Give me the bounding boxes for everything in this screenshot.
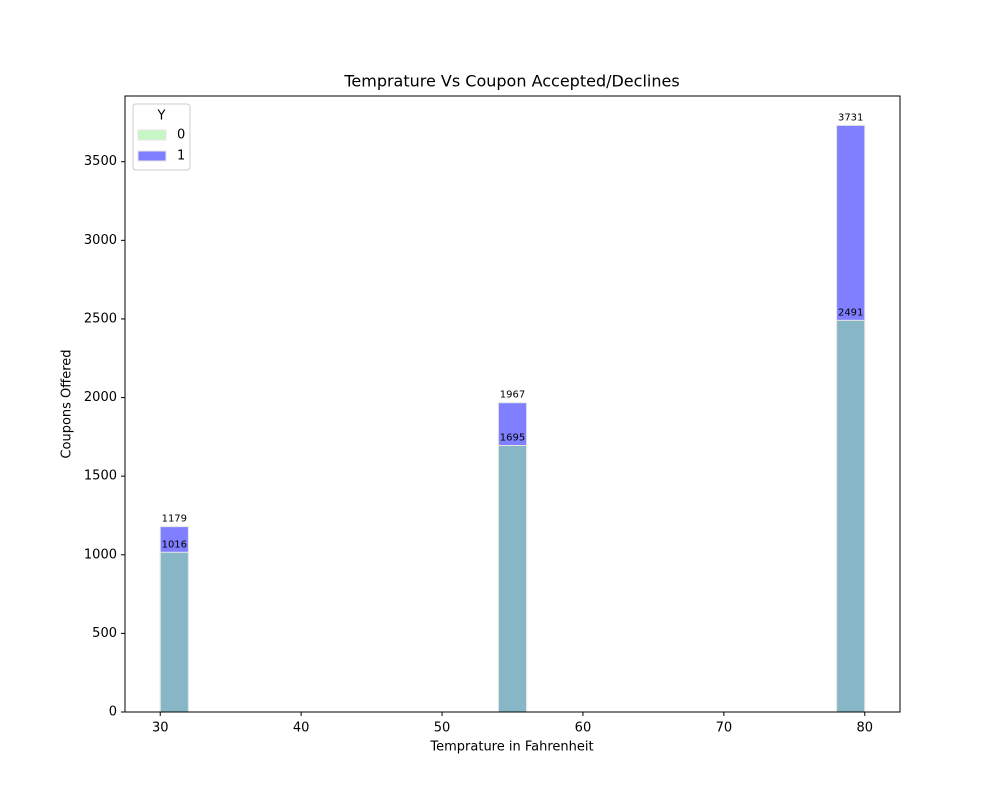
value-label: 1179: [162, 514, 187, 525]
y-tick-label: 3000: [84, 233, 117, 248]
legend-swatch: [137, 129, 167, 141]
y-tick-label: 1500: [84, 469, 117, 484]
legend-swatch: [137, 150, 167, 162]
histogram-bar: [497, 445, 528, 713]
x-tick-label: 30: [152, 721, 169, 736]
x-axis-label: Temprature in Fahrenheit: [429, 740, 593, 755]
x-tick-label: 40: [293, 721, 310, 736]
y-tick-label: 2000: [84, 390, 117, 405]
histogram-bar: [159, 551, 189, 713]
legend: Y0 1: [132, 103, 191, 171]
value-label: 2491: [838, 307, 863, 318]
y-tick-label: 2500: [84, 311, 117, 326]
x-tick-label: 50: [434, 721, 451, 736]
histogram-bar: [836, 319, 866, 713]
y-tick-label: 3500: [84, 154, 117, 169]
x-tick-label: 70: [716, 721, 733, 736]
y-axis-label: Coupons Offered: [60, 349, 75, 458]
legend-title: Y: [157, 109, 166, 124]
value-label: 1967: [500, 390, 525, 401]
y-tick-label: 500: [92, 626, 117, 641]
y-tick-label: 0: [109, 705, 117, 720]
y-tick-label: 1000: [84, 547, 117, 562]
value-label: 1695: [500, 433, 525, 444]
x-tick-label: 80: [856, 721, 873, 736]
value-label: 3731: [838, 112, 863, 123]
value-label: 1016: [162, 539, 187, 550]
x-tick-label: 60: [575, 721, 592, 736]
legend-label: 0: [177, 128, 185, 143]
chart-title: Temprature Vs Coupon Accepted/Declines: [343, 72, 679, 91]
legend-label: 1: [177, 149, 185, 164]
plot-area: 1179 1967 3731 1016 1695 2491: [159, 112, 866, 713]
axes-frame: [124, 95, 901, 713]
